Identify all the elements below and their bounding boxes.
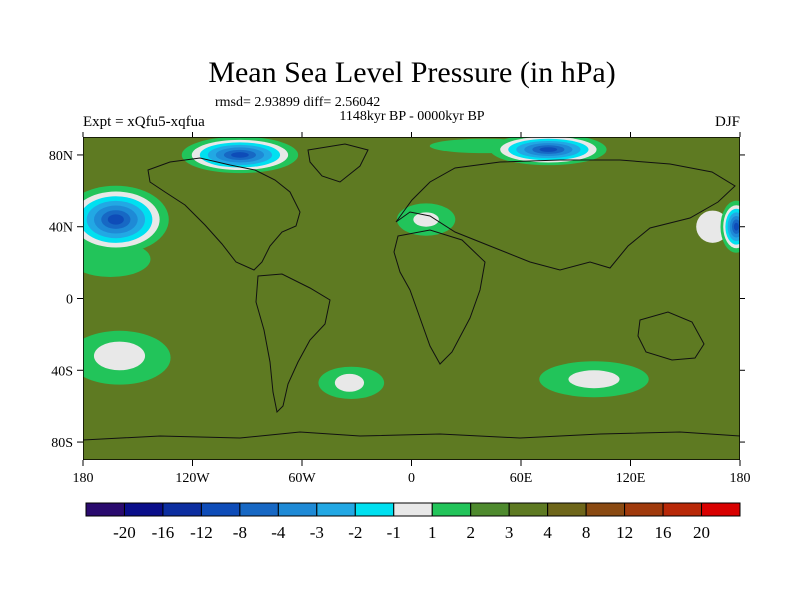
colorbar-swatch-6	[316, 502, 356, 517]
y-tick-label-1: 40N	[49, 221, 73, 236]
region-low-1-ring-6	[231, 152, 249, 158]
coastline-eurasia	[395, 159, 736, 271]
coastline-north-america	[147, 157, 301, 271]
colorbar-swatch-14	[624, 502, 664, 517]
colorbar-label-1: -16	[152, 523, 175, 542]
pressure-regions	[83, 137, 740, 399]
colorbar: -20 -16 -12 -8 -4 -3 -2 -1 1 2 3 4 8 12 16 20	[85, 502, 741, 542]
colorbar-label-5: -3	[310, 523, 324, 542]
region-low-0-ring-6	[107, 214, 124, 225]
region-low-2-ring-6	[539, 147, 558, 152]
experiment-label: Expt = xQfu5-xqfua	[83, 114, 205, 130]
y-tick-label-0: 80N	[49, 149, 73, 164]
region-nearzero-0	[93, 341, 146, 371]
region-nearzero-2	[568, 370, 620, 389]
colorbar-label-6: -2	[348, 523, 362, 542]
x-tick-label-2: 60W	[288, 471, 316, 486]
y-tick-label-2: 0	[66, 293, 73, 308]
coastline-south-america	[255, 273, 331, 414]
colorbar-label-3: -8	[233, 523, 247, 542]
colorbar-label-14: 16	[655, 523, 672, 542]
x-tick-label-5: 120E	[616, 471, 646, 486]
coastline-greenland	[307, 143, 369, 183]
x-tick-label-1: 120W	[175, 471, 210, 486]
colorbar-swatch-5	[277, 502, 318, 517]
coastline-antarctica	[83, 431, 740, 441]
colorbar-label-9: 2	[466, 523, 475, 542]
colorbar-swatch-13	[585, 502, 626, 517]
colorbar-swatch-9	[431, 502, 472, 517]
map-background-field	[83, 137, 740, 460]
region-nearzero-3	[413, 212, 439, 227]
region-low-3-ring-6	[733, 222, 739, 231]
colorbar-swatch-1	[123, 502, 164, 517]
map-area	[83, 137, 740, 460]
colorbar-label-13: 12	[616, 523, 633, 542]
x-tick-label-0: 180	[73, 471, 94, 486]
colorbar-label-4: -4	[271, 523, 286, 542]
colorbar-label-15: 20	[693, 523, 710, 542]
x-tick-label-3: 0	[408, 471, 415, 486]
colorbar-swatch-12	[547, 502, 587, 517]
colorbar-swatch-10	[470, 502, 510, 517]
colorbar-label-10: 3	[505, 523, 514, 542]
x-tick-label-4: 60E	[510, 471, 533, 486]
colorbar-swatch-15	[662, 502, 703, 517]
colorbar-swatch-7	[354, 502, 395, 517]
colorbar-swatch-8	[393, 502, 433, 517]
stats-label: rmsd= 2.93899 diff= 2.56042	[215, 95, 380, 110]
chart-title: Mean Sea Level Pressure (in hPa)	[208, 56, 615, 89]
colorbar-swatch-2	[162, 502, 202, 517]
x-tick-label-6: 180	[730, 471, 751, 486]
coastline-australia	[637, 311, 705, 361]
region-nearzero-4	[696, 210, 730, 243]
season-label: DJF	[715, 114, 740, 130]
colorbar-swatch-3	[200, 502, 241, 517]
colorbar-swatch-11	[508, 502, 549, 517]
colorbar-swatch-4	[239, 502, 279, 517]
colorbar-label-8: 1	[428, 523, 437, 542]
y-tick-label-3: 40S	[51, 364, 73, 379]
colorbar-swatch-0	[85, 502, 125, 517]
axes: 180 120W 60W 0 60E 120E 180 80N 40N 0 40S 80S	[49, 132, 751, 486]
region-nearzero-1	[334, 373, 365, 392]
colorbar-label-0: -20	[113, 523, 136, 542]
colorbar-label-11: 4	[543, 523, 552, 542]
coastlines	[83, 143, 740, 441]
colorbar-label-2: -12	[190, 523, 213, 542]
colorbar-swatch-16	[701, 502, 741, 517]
period-label: 1148kyr BP - 0000kyr BP	[339, 109, 484, 124]
y-tick-label-4: 80S	[51, 436, 73, 451]
colorbar-label-12: 8	[582, 523, 591, 542]
coastline-africa	[393, 229, 486, 365]
colorbar-label-7: -1	[387, 523, 401, 542]
